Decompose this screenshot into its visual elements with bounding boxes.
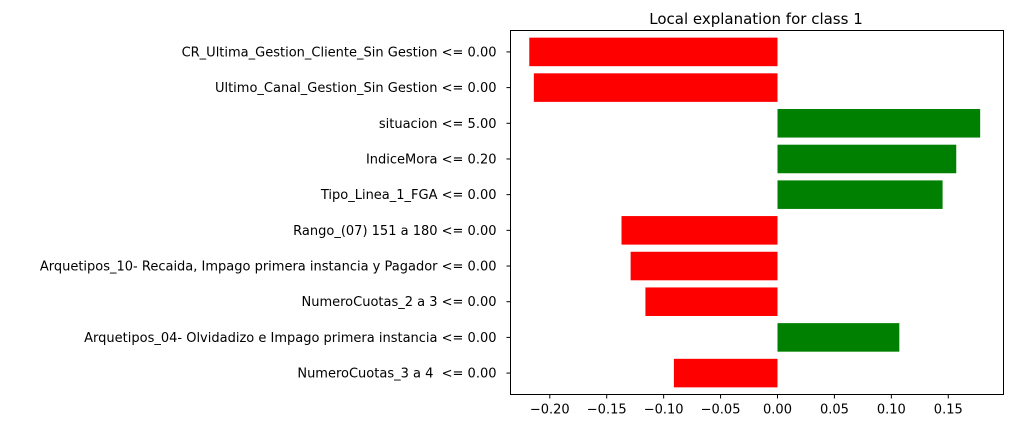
y-tick-label: Tipo_Linea_1_FGA <= 0.00 bbox=[320, 188, 497, 203]
bar bbox=[533, 73, 778, 102]
y-tick-labels: CR_Ultima_Gestion_Cliente_Sin Gestion <=… bbox=[40, 45, 511, 382]
x-tick-label: 0.00 bbox=[763, 403, 792, 418]
bar bbox=[645, 287, 778, 316]
x-tick-label: 0.15 bbox=[934, 403, 963, 418]
plot-frame bbox=[510, 30, 1004, 395]
y-tick-label: NumeroCuotas_3 a 4 <= 0.00 bbox=[297, 367, 496, 382]
x-tick-label: −0.10 bbox=[644, 403, 684, 418]
bar bbox=[621, 216, 778, 245]
bar bbox=[777, 323, 900, 352]
bars-group bbox=[529, 37, 981, 388]
bar bbox=[630, 251, 778, 281]
bar bbox=[777, 144, 957, 174]
x-tick-label: −0.05 bbox=[701, 403, 741, 418]
x-tick-label: 0.05 bbox=[820, 403, 849, 418]
y-tick-label: Rango_(07) 151 a 180 <= 0.00 bbox=[293, 224, 496, 239]
y-tick-label: IndiceMora <= 0.20 bbox=[366, 152, 497, 167]
y-tick-label: CR_Ultima_Gestion_Cliente_Sin Gestion <=… bbox=[182, 45, 497, 60]
x-tick-label: −0.20 bbox=[530, 403, 570, 418]
bar bbox=[777, 109, 981, 138]
chart-title: Local explanation for class 1 bbox=[649, 10, 863, 28]
y-tick-label: situacion <= 5.00 bbox=[379, 117, 497, 132]
y-tick-label: NumeroCuotas_2 a 3 <= 0.00 bbox=[301, 295, 496, 310]
x-ticks: −0.20 −0.15 −0.10 −0.05 0.00 0.05 0.10 0.15 bbox=[530, 394, 963, 418]
bar bbox=[529, 37, 778, 67]
y-tick-label: Arquetipos_04- Olvidadizo e Impago prime… bbox=[84, 331, 496, 346]
x-tick-label: 0.10 bbox=[877, 403, 906, 418]
bar bbox=[673, 358, 778, 388]
bar bbox=[777, 180, 943, 209]
y-tick-label: Ultimo_Canal_Gestion_Sin Gestion <= 0.00 bbox=[215, 81, 497, 96]
x-tick-label: −0.15 bbox=[587, 403, 627, 418]
y-tick-label: Arquetipos_10- Recaida, Impago primera i… bbox=[40, 260, 497, 275]
